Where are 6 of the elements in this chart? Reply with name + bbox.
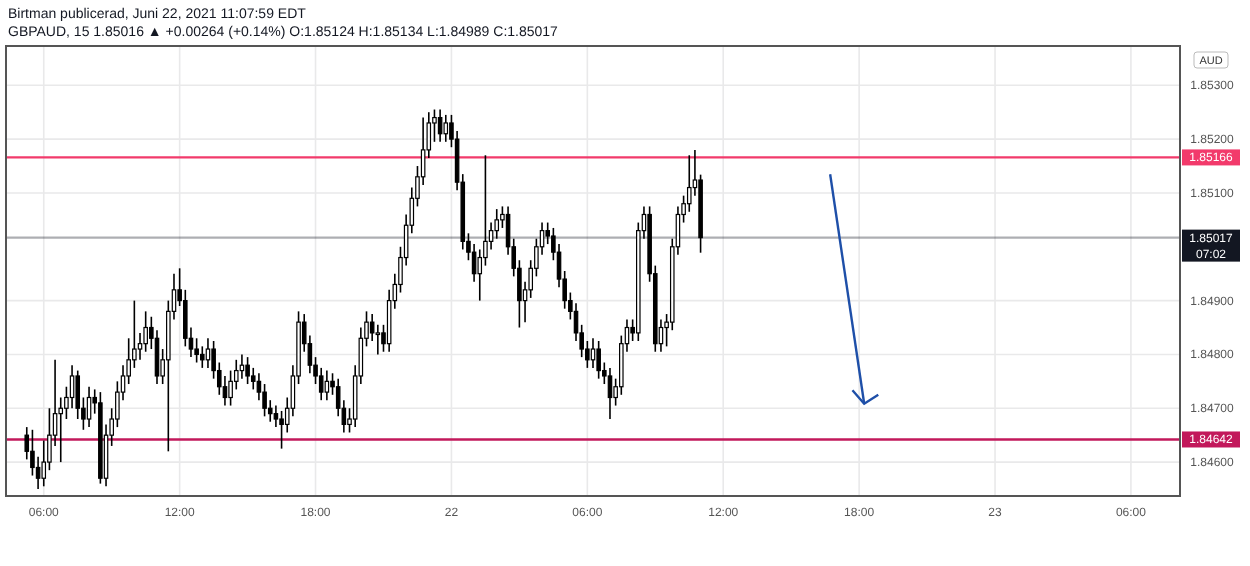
candlestick (279, 410, 284, 450)
candlestick (596, 340, 601, 380)
candlestick (143, 310, 148, 353)
candlestick (200, 345, 205, 369)
candlestick (443, 114, 449, 143)
candlestick (245, 356, 250, 385)
